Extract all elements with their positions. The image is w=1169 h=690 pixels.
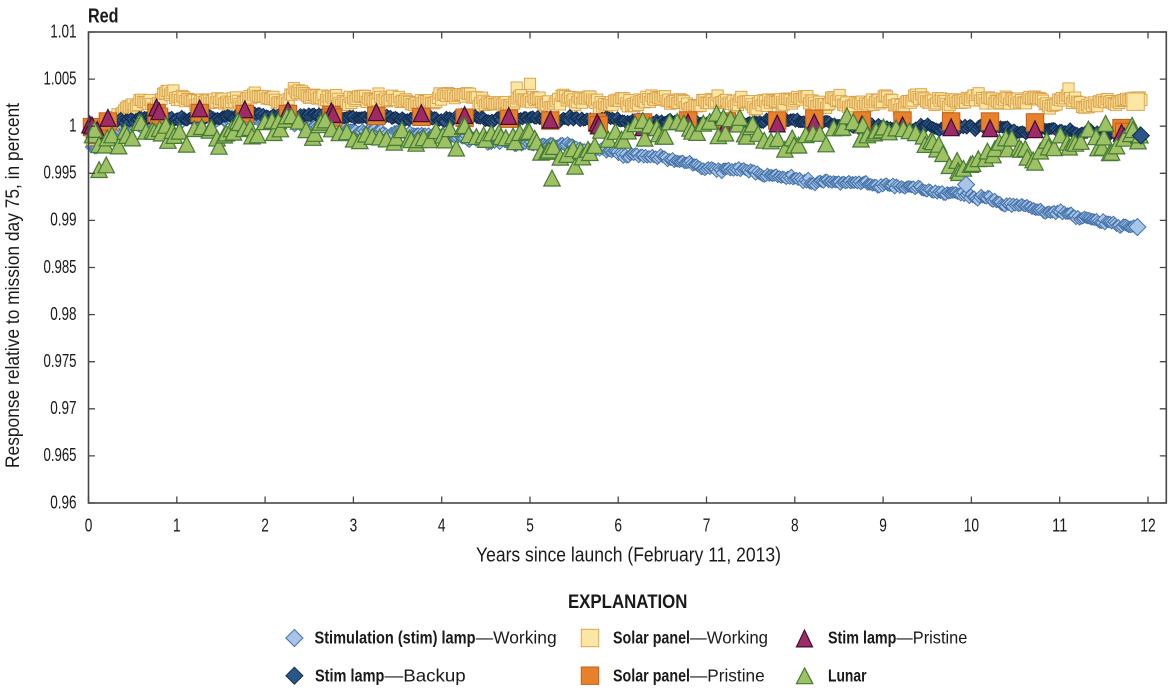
svg-text:0.995: 0.995 <box>44 163 77 183</box>
svg-text:Stimulation (stim) lamp: Stimulation (stim) lamp <box>315 628 476 648</box>
svg-text:10: 10 <box>964 516 979 536</box>
svg-text:EXPLANATION: EXPLANATION <box>568 591 688 613</box>
svg-text:1: 1 <box>173 516 181 536</box>
svg-text:11: 11 <box>1052 516 1067 536</box>
svg-text:5: 5 <box>526 516 534 536</box>
svg-text:Stim lamp: Stim lamp <box>315 666 384 686</box>
svg-text:—Working: —Working <box>690 628 768 648</box>
svg-text:1.005: 1.005 <box>44 68 77 88</box>
svg-text:3: 3 <box>350 516 358 536</box>
svg-text:0.975: 0.975 <box>44 351 77 371</box>
svg-text:0.96: 0.96 <box>50 492 76 512</box>
svg-text:—Backup: —Backup <box>385 666 466 686</box>
svg-text:Stim lamp: Stim lamp <box>828 628 896 648</box>
svg-text:Solar panel: Solar panel <box>613 666 690 686</box>
svg-text:0: 0 <box>85 516 93 536</box>
svg-text:2: 2 <box>261 516 269 536</box>
svg-text:Solar panel: Solar panel <box>613 628 690 648</box>
svg-text:9: 9 <box>879 516 887 536</box>
svg-text:—Pristine: —Pristine <box>896 628 967 648</box>
svg-text:—Pristine: —Pristine <box>690 666 765 686</box>
svg-text:12: 12 <box>1140 516 1155 536</box>
svg-text:0.98: 0.98 <box>50 304 76 324</box>
svg-text:1.01: 1.01 <box>50 21 76 41</box>
svg-text:4: 4 <box>438 516 446 536</box>
svg-text:0.99: 0.99 <box>50 210 76 230</box>
svg-text:8: 8 <box>791 516 799 536</box>
svg-text:7: 7 <box>703 516 711 536</box>
svg-text:0.965: 0.965 <box>44 445 77 465</box>
svg-text:6: 6 <box>614 516 622 536</box>
svg-text:Lunar: Lunar <box>828 666 867 686</box>
svg-text:Years since launch (February 1: Years since launch (February 11, 2013) <box>476 544 781 566</box>
svg-text:0.97: 0.97 <box>50 398 76 418</box>
svg-text:1: 1 <box>69 116 76 136</box>
svg-text:Response relative to mission d: Response relative to mission day 75, in … <box>2 102 24 468</box>
svg-text:—Working: —Working <box>476 628 557 648</box>
svg-text:Red: Red <box>88 6 119 28</box>
svg-text:0.985: 0.985 <box>44 257 77 277</box>
